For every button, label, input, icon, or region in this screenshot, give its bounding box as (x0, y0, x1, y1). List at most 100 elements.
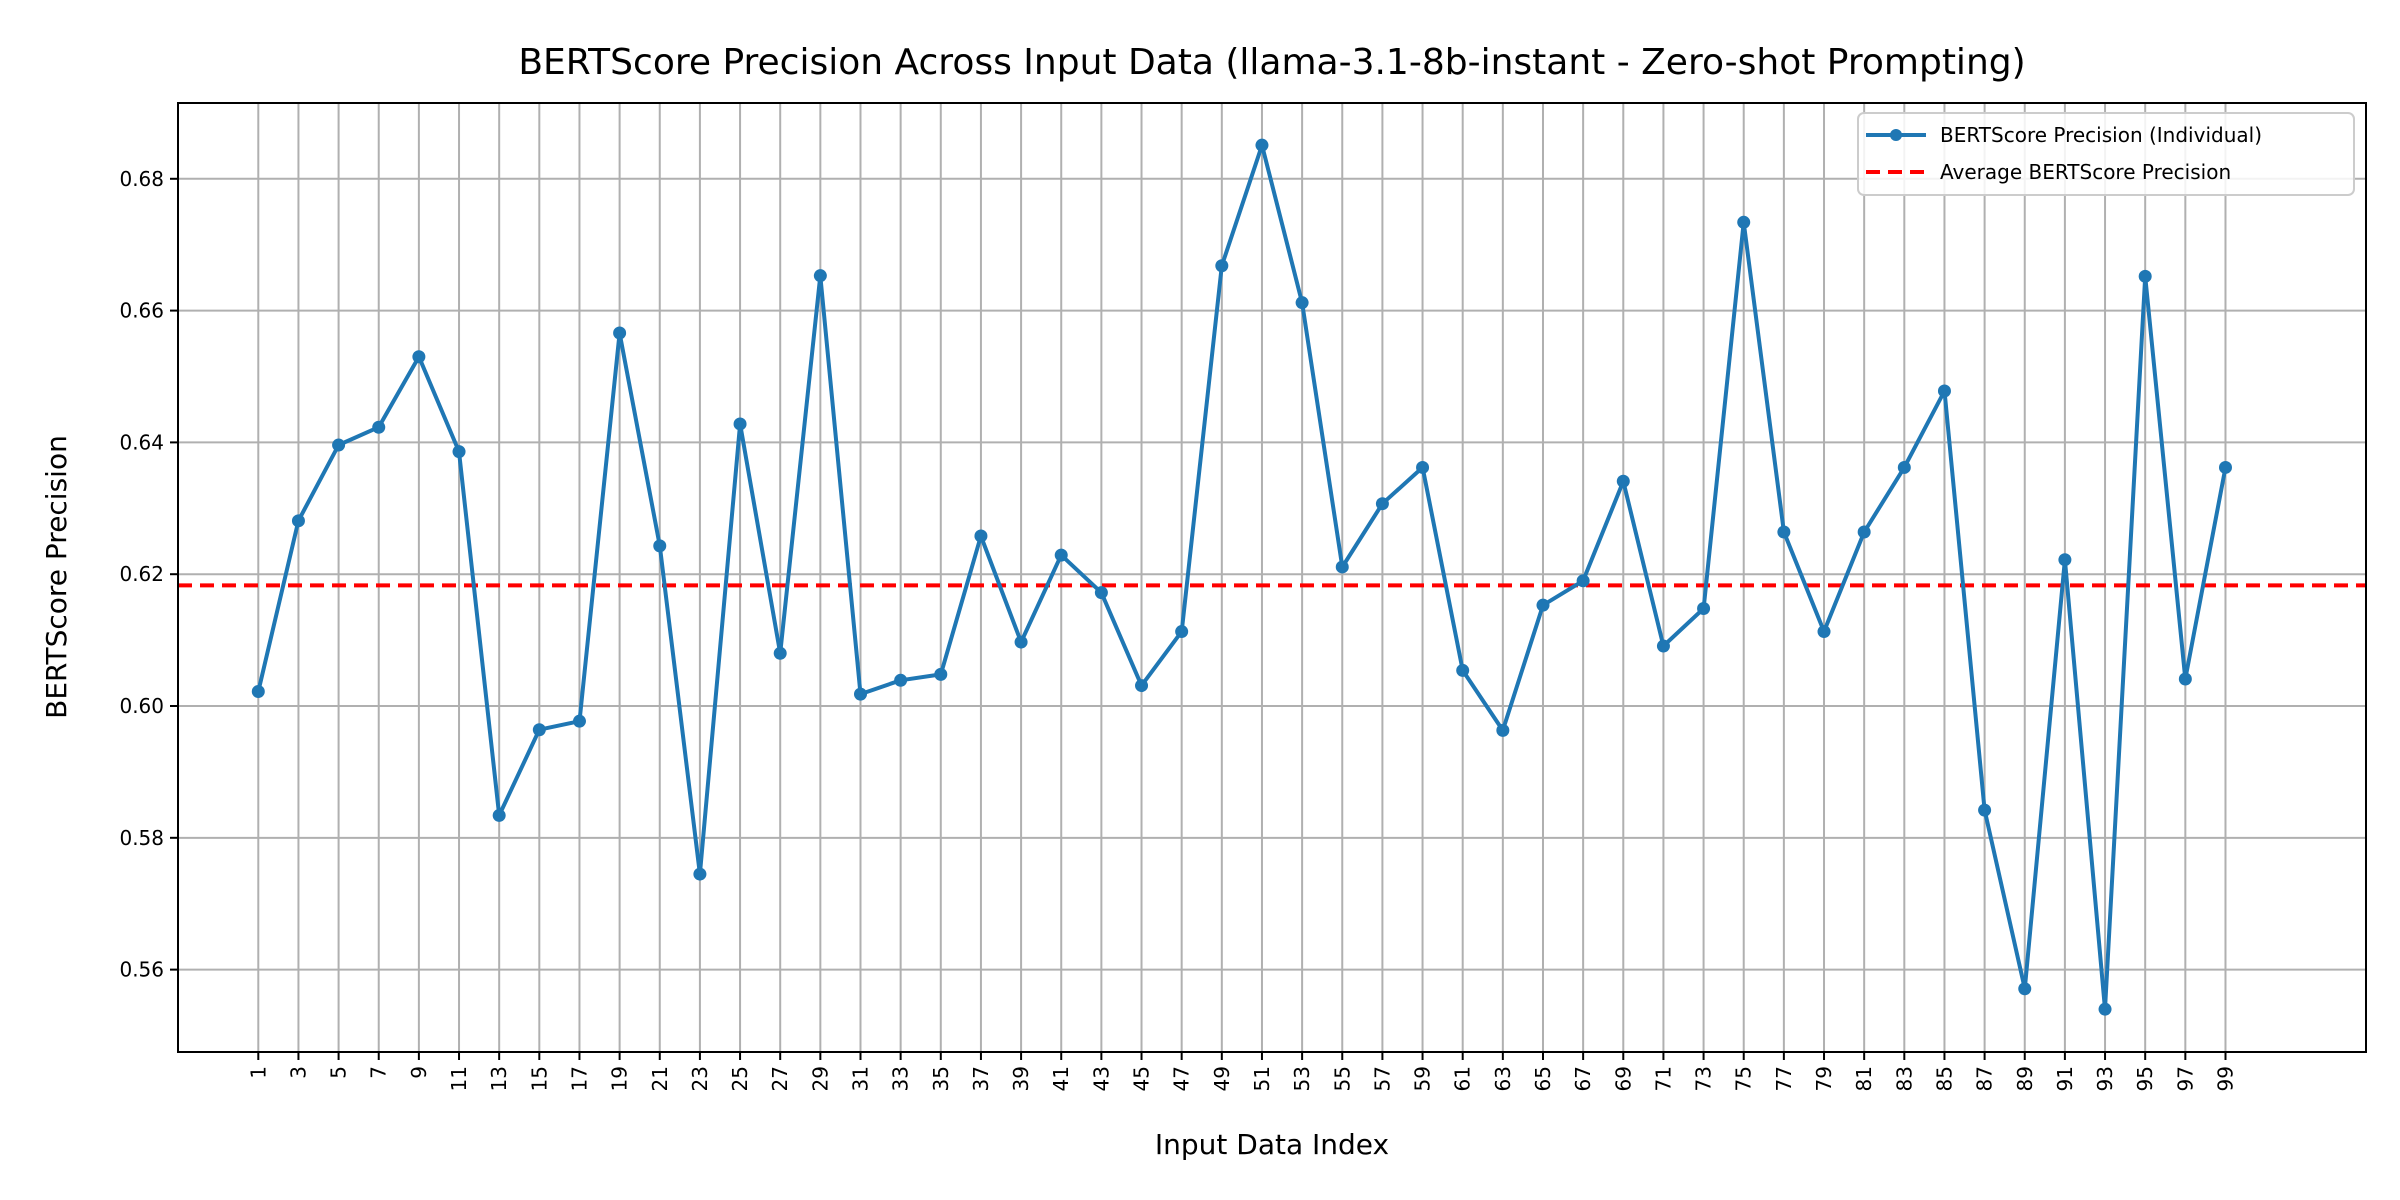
data-point (2018, 982, 2032, 996)
data-point (1014, 635, 1028, 649)
data-point (1456, 663, 1470, 677)
legend-label-individual: BERTScore Precision (Individual) (1940, 123, 2262, 147)
x-tick-label: 55 (1330, 1066, 1354, 1091)
x-tick-label: 61 (1451, 1066, 1475, 1091)
data-point (1857, 525, 1871, 539)
data-point (1496, 723, 1510, 737)
x-tick-label: 49 (1210, 1066, 1234, 1091)
data-point (1416, 460, 1430, 474)
x-tick-label: 81 (1852, 1066, 1876, 1091)
data-point (1135, 679, 1149, 693)
data-point (813, 269, 827, 283)
x-tick-label: 19 (608, 1066, 632, 1091)
x-tick-label: 1 (246, 1066, 270, 1079)
data-point (2218, 460, 2232, 474)
x-tick-label: 43 (1089, 1066, 1113, 1091)
x-tick-label: 23 (688, 1066, 712, 1091)
data-point (1978, 803, 1992, 817)
data-point (1817, 625, 1831, 639)
data-point (1335, 560, 1349, 574)
x-tick-label: 37 (969, 1066, 993, 1091)
data-point (1697, 601, 1711, 615)
grid (178, 103, 2366, 1052)
data-point (532, 723, 546, 737)
data-point (372, 420, 386, 434)
x-tick-label: 3 (286, 1066, 310, 1079)
x-tick-label: 95 (2133, 1066, 2157, 1091)
x-tick-label: 65 (1531, 1066, 1555, 1091)
x-tick-label: 87 (1973, 1066, 1997, 1091)
data-point (974, 529, 988, 543)
x-tick-label: 5 (327, 1066, 351, 1079)
data-point (773, 646, 787, 660)
x-tick-label: 45 (1130, 1066, 1154, 1091)
y-tick-label: 0.64 (119, 430, 164, 454)
y-tick-label: 0.56 (119, 958, 164, 982)
data-point (613, 326, 627, 340)
x-tick-label: 33 (889, 1066, 913, 1091)
x-tick-label: 51 (1250, 1066, 1274, 1091)
data-point (1094, 586, 1108, 600)
x-tick-label: 91 (2053, 1066, 2077, 1091)
x-tick-label: 25 (728, 1066, 752, 1091)
data-point (693, 867, 707, 881)
data-point (291, 514, 305, 528)
y-tick-label: 0.60 (119, 694, 164, 718)
data-point (1255, 138, 1269, 152)
x-tick-label: 41 (1049, 1066, 1073, 1091)
x-tick-label: 71 (1651, 1066, 1675, 1091)
x-tick-label: 73 (1692, 1066, 1716, 1091)
x-tick-label: 59 (1411, 1066, 1435, 1091)
series-layer (251, 138, 2232, 1016)
x-tick-label: 93 (2093, 1066, 2117, 1091)
x-axis-label: Input Data Index (1155, 1128, 1389, 1161)
x-tick-label: 67 (1571, 1066, 1595, 1091)
data-point (492, 808, 506, 822)
x-tick-label: 99 (2213, 1066, 2237, 1091)
x-tick-label: 7 (367, 1066, 391, 1079)
x-axis-ticks: 1 3 5 7 9 11 13 15 17 19 21 23 25 27 29 31 33 35 37 39 41 43 4… (246, 1052, 2237, 1091)
x-tick-label: 83 (1892, 1066, 1916, 1091)
x-tick-label: 15 (527, 1066, 551, 1091)
data-point (934, 667, 948, 681)
x-tick-label: 97 (2173, 1066, 2197, 1091)
data-point (1616, 474, 1630, 488)
data-point (1897, 460, 1911, 474)
data-point (412, 350, 426, 364)
chart-title: BERTScore Precision Across Input Data (l… (518, 42, 2025, 83)
legend-box (1857, 112, 2355, 196)
data-point (1375, 497, 1389, 511)
x-tick-label: 79 (1812, 1066, 1836, 1091)
data-point (653, 539, 667, 553)
x-tick-label: 29 (808, 1066, 832, 1091)
data-point (1054, 548, 1068, 562)
x-tick-label: 57 (1370, 1066, 1394, 1091)
x-tick-label: 85 (1932, 1066, 1956, 1091)
y-tick-label: 0.68 (119, 167, 164, 191)
x-tick-label: 17 (567, 1066, 591, 1091)
data-point (452, 445, 466, 459)
data-point (2098, 1002, 2112, 1016)
data-point (572, 714, 586, 728)
x-tick-label: 11 (447, 1066, 471, 1091)
data-point (1536, 598, 1550, 612)
x-tick-label: 21 (648, 1066, 672, 1091)
data-point (1777, 525, 1791, 539)
data-point (1656, 639, 1670, 653)
x-tick-label: 27 (768, 1066, 792, 1091)
data-point (1937, 384, 1951, 398)
y-tick-label: 0.62 (119, 562, 164, 586)
x-tick-label: 63 (1491, 1066, 1515, 1091)
data-point (2058, 553, 2072, 567)
x-tick-label: 31 (848, 1066, 872, 1091)
data-point (2138, 269, 2152, 283)
legend-label-average: Average BERTScore Precision (1940, 160, 2231, 184)
data-point (1576, 574, 1590, 588)
legend: BERTScore Precision (Individual) Average… (1857, 112, 2355, 196)
data-point (1175, 625, 1189, 639)
x-tick-label: 89 (2013, 1066, 2037, 1091)
y-tick-label: 0.66 (119, 299, 164, 323)
data-point (251, 685, 265, 699)
